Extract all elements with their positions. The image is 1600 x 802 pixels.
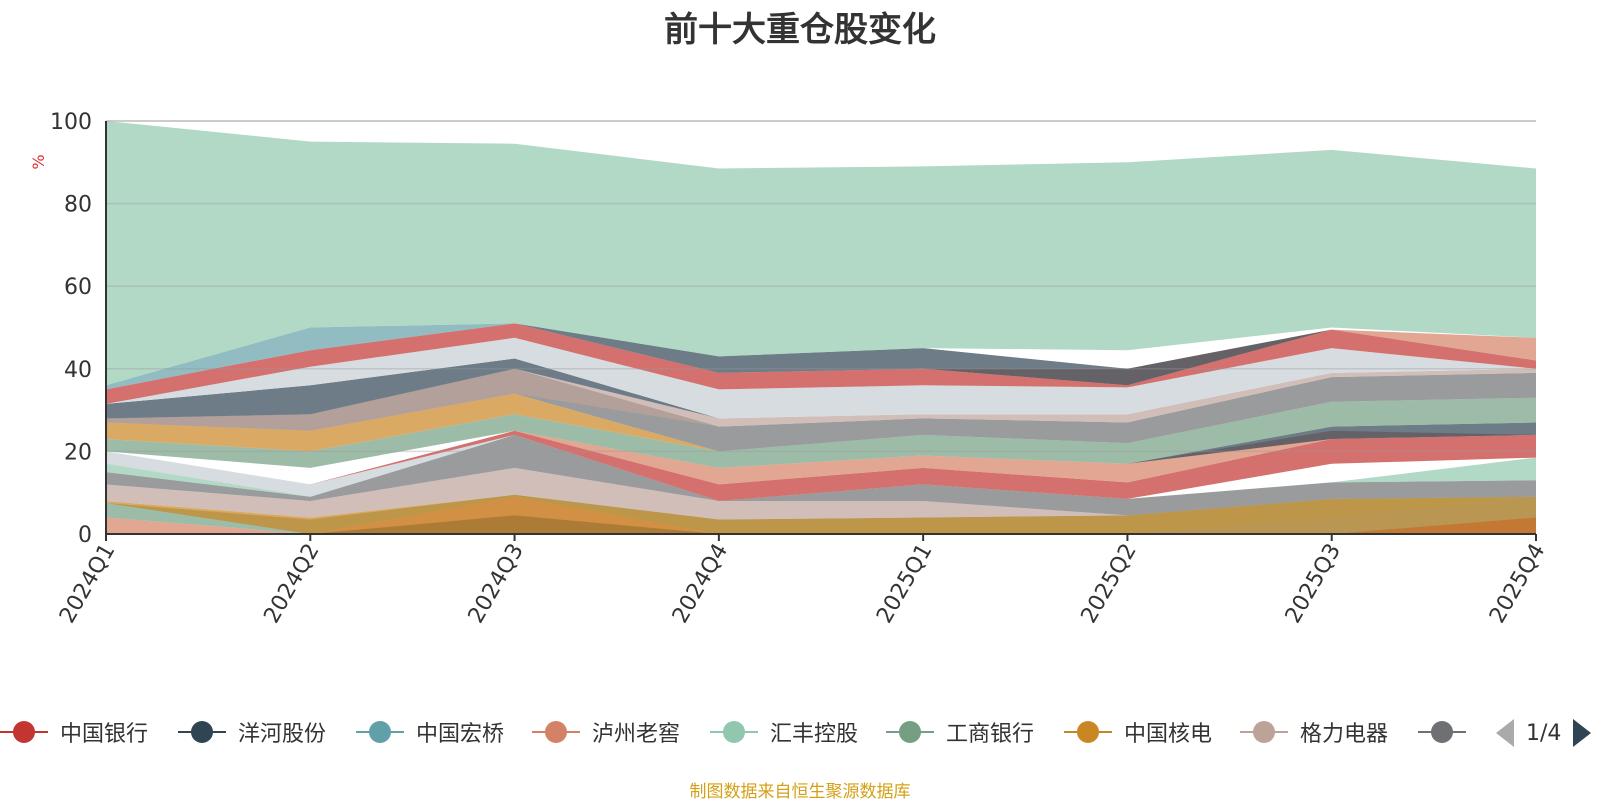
- x-tick-label: 2025Q4: [1485, 540, 1550, 628]
- area-band-13: [106, 397, 1536, 468]
- legend-label: 汇丰控股: [770, 722, 859, 747]
- x-tick-label: 2024Q2: [259, 540, 324, 628]
- legend-label: 泸州老窖: [592, 722, 681, 747]
- legend-marker-icon: [356, 712, 406, 752]
- legend-marker-icon: [0, 712, 50, 752]
- legend: 中国银行洋河股份中国宏桥泸州老窖汇丰控股工商银行中国核电格力电器中: [0, 712, 1600, 752]
- area-band-14: [106, 393, 1536, 452]
- x-tick-label: 2025Q1: [872, 540, 937, 628]
- legend-item[interactable]: 中国宏桥: [356, 712, 504, 752]
- legend-label: 中国银行: [60, 722, 149, 747]
- area-band-12: [106, 422, 1536, 485]
- area-band-11: [106, 430, 1536, 485]
- legend-marker-icon: [178, 712, 228, 752]
- y-tick-label: 20: [64, 440, 92, 465]
- area-band-7: [106, 434, 1536, 516]
- area-band-18: [106, 337, 1536, 419]
- x-tick-label: 2024Q1: [55, 540, 120, 628]
- legend-page-indicator: 1/4: [1526, 720, 1562, 746]
- chart-title: 前十大重仓股变化: [664, 10, 936, 50]
- area-band-16: [106, 368, 1536, 431]
- legend-marker-icon: [886, 712, 936, 752]
- y-tick-labels: 0 20 40 60 80 100: [50, 110, 92, 548]
- y-tick-label: 80: [64, 193, 92, 218]
- area-band-23: [106, 121, 1536, 386]
- legend-label: 洋河股份: [238, 722, 327, 747]
- y-tick-label: 40: [64, 358, 92, 383]
- legend-marker-icon: [1064, 712, 1114, 752]
- legend-item[interactable]: 中国核电: [1064, 712, 1212, 752]
- legend-prev-icon[interactable]: [1496, 719, 1514, 747]
- legend-item[interactable]: 工商银行: [886, 712, 1034, 752]
- legend-item[interactable]: 汇丰控股: [710, 712, 858, 752]
- area-band-9: [106, 434, 1536, 501]
- x-tick-labels: 2024Q1 2024Q2 2024Q3 2024Q4 2025Q1 2025Q2 2025…: [55, 540, 1550, 628]
- x-tick-label: 2025Q2: [1077, 540, 1142, 628]
- x-tick-label: 2024Q4: [668, 540, 733, 628]
- legend-label: 格力电器: [1300, 722, 1389, 747]
- legend-item[interactable]: 泸州老窖: [532, 712, 680, 752]
- legend-marker-icon: [532, 712, 582, 752]
- area-band-21: [106, 323, 1536, 390]
- y-gridlines: [106, 120, 1536, 453]
- y-tick-label: 0: [78, 523, 92, 548]
- area-band-17: [106, 358, 1536, 419]
- legend-label: 中国核电: [1124, 722, 1213, 747]
- area-band-19: [106, 323, 1536, 404]
- legend-marker-icon: [1240, 712, 1290, 752]
- legend-next-icon[interactable]: [1573, 719, 1592, 747]
- legend-item[interactable]: 格力电器: [1240, 712, 1388, 752]
- area-band-5: [106, 494, 1536, 534]
- area-band-6: [106, 467, 1536, 520]
- legend-item[interactable]: 洋河股份: [178, 712, 326, 752]
- data-source-note: 制图数据来自恒生聚源数据库: [689, 782, 911, 802]
- area-band-10: [106, 430, 1536, 501]
- legend-label: 工商银行: [946, 722, 1035, 747]
- y-axis-unit: %: [29, 154, 48, 169]
- y-tick-label: 100: [50, 110, 92, 135]
- y-tick-label: 60: [64, 275, 92, 300]
- axes: [105, 121, 1537, 541]
- legend-label: 中国宏桥: [416, 722, 505, 747]
- area-series-group: [106, 121, 1536, 534]
- legend-pager: 1/4: [1496, 716, 1592, 750]
- x-tick-label: 2025Q3: [1281, 540, 1346, 628]
- x-tick-label: 2024Q3: [464, 540, 529, 628]
- legend-marker-icon: [710, 712, 760, 752]
- legend-item[interactable]: 中国银行: [0, 712, 148, 752]
- legend-marker-icon: [1418, 712, 1468, 752]
